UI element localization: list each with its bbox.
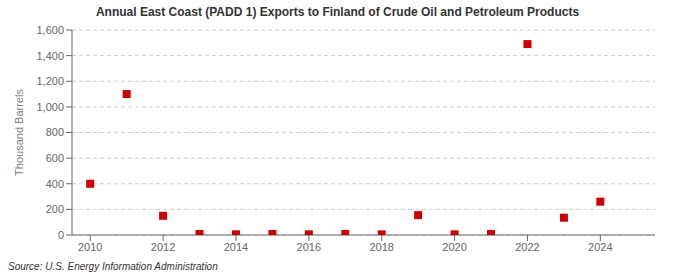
svg-text:2014: 2014 [224, 241, 248, 253]
svg-text:2018: 2018 [369, 241, 393, 253]
html-text:Annual East Coast (PADD 1) Exp: Annual East Coast (PADD 1) Exports to Fi… [95, 5, 580, 19]
html-text:Source: U.S. Energy Informatio: Source: U.S. Energy Information Administ… [8, 261, 218, 272]
svg-text:2016: 2016 [297, 241, 321, 253]
svg-text:1,200: 1,200 [36, 75, 64, 87]
svg-text:1,400: 1,400 [36, 50, 64, 62]
svg-text:600: 600 [46, 152, 64, 164]
svg-text:200: 200 [46, 203, 64, 215]
svg-text:2012: 2012 [151, 241, 175, 253]
svg-text:Thousand Barrels: Thousand Barrels [13, 89, 25, 176]
svg-text:2020: 2020 [442, 241, 466, 253]
svg-text:2010: 2010 [78, 241, 102, 253]
svg-text:1,000: 1,000 [36, 101, 64, 113]
svg-text:800: 800 [46, 126, 64, 138]
svg-text:2024: 2024 [588, 241, 612, 253]
svg-text:400: 400 [46, 178, 64, 190]
svg-text:1,600: 1,600 [36, 24, 64, 36]
svg-text:0: 0 [58, 229, 64, 241]
svg-text:2022: 2022 [515, 241, 539, 253]
